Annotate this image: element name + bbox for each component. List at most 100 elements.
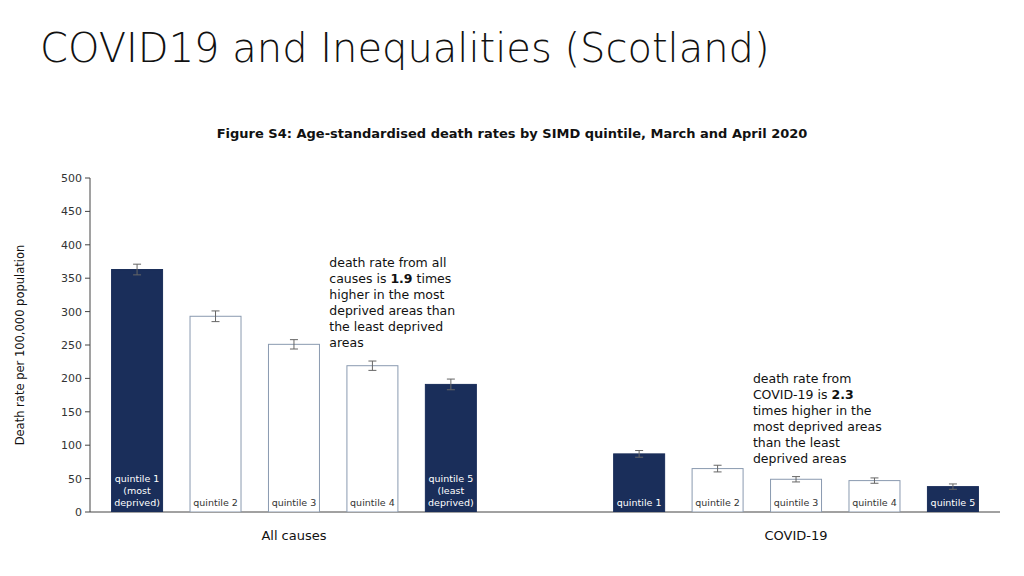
bar (112, 270, 163, 512)
annotation: causes is 1.9 times (329, 271, 451, 286)
annotation: COVID-19 is 2.3 (753, 387, 854, 402)
y-tick-label: 250 (61, 339, 82, 352)
y-axis-label: Death rate per 100,000 population (13, 245, 27, 446)
category-label: quintile 2 (193, 497, 238, 508)
background (0, 0, 1024, 576)
bar (927, 487, 978, 512)
annotation: death rate from all (329, 255, 446, 270)
error-bar (949, 484, 957, 489)
y-tick-label: 100 (61, 439, 82, 452)
y-tick (85, 311, 90, 312)
annotation-part: causes is (329, 271, 390, 286)
annotation-part: deprived areas than (329, 303, 455, 318)
error-bar (792, 477, 800, 482)
y-tick (85, 445, 90, 446)
bar (849, 481, 900, 512)
chart: COVID19 and Inequalities (Scotland) Figur… (0, 0, 1024, 576)
y-tick-label: 300 (61, 306, 82, 319)
error-bar (368, 361, 376, 370)
category-label: quintile 4 (350, 497, 395, 508)
annotation-part: times higher in the (753, 403, 872, 418)
group-label: COVID-19 (765, 528, 828, 543)
y-tick-label: 200 (61, 372, 82, 385)
annotation-part: 2.3 (831, 387, 853, 402)
annotation-part: than the least (753, 435, 840, 450)
y-tick (85, 512, 90, 513)
y-tick-label: 0 (75, 506, 82, 519)
y-tick (85, 244, 90, 245)
y-tick-label: 400 (61, 239, 82, 252)
y-tick (85, 478, 90, 479)
category-label: quintile 5 (931, 497, 976, 508)
annotation-part: death rate from (753, 371, 852, 386)
y-tick-label: 150 (61, 406, 82, 419)
annotation-part: higher in the most (329, 287, 444, 302)
y-tick-label: 450 (61, 205, 82, 218)
annotation: than the least (753, 435, 840, 450)
bar (268, 344, 319, 512)
category-label-line: quintile 3 (272, 497, 317, 508)
category-label-line: quintile 1 (617, 497, 662, 508)
bar (190, 316, 241, 512)
error-bar (714, 465, 722, 472)
category-label-line: quintile 4 (852, 497, 897, 508)
annotation-part: areas (329, 335, 363, 350)
annotation-part: COVID-19 is (753, 387, 832, 402)
error-bar (133, 264, 141, 275)
bar (771, 479, 822, 512)
y-tick (85, 278, 90, 279)
category-label: quintile 2 (695, 497, 740, 508)
category-label-line: deprived) (428, 497, 474, 508)
error-bar (212, 311, 220, 322)
y-tick (85, 411, 90, 412)
category-label: quintile 4 (852, 497, 897, 508)
y-tick-label: 50 (68, 473, 82, 486)
annotation: areas (329, 335, 363, 350)
category-label-line: (most (123, 485, 151, 496)
bar (425, 384, 476, 512)
subtitle: Figure S4: Age-standardised death rates … (217, 126, 808, 141)
category-label-line: quintile 4 (350, 497, 395, 508)
category-label-line: quintile 1 (115, 473, 160, 484)
annotation-part: most deprived areas (753, 419, 882, 434)
y-tick-label: 350 (61, 272, 82, 285)
marks (112, 264, 979, 512)
category-label-line: quintile 2 (193, 497, 238, 508)
error-bar (447, 379, 455, 390)
annotation: death rate from (753, 371, 852, 386)
bar (347, 366, 398, 512)
error-bar (870, 478, 878, 483)
annotation: deprived areas (753, 451, 847, 466)
category-label-line: quintile 3 (774, 497, 819, 508)
category-label-line: quintile 5 (931, 497, 976, 508)
annotation: times higher in the (753, 403, 872, 418)
annotation-part: deprived areas (753, 451, 847, 466)
category-label: quintile 3 (774, 497, 819, 508)
category-label-line: quintile 2 (695, 497, 740, 508)
category-label-line: quintile 5 (429, 473, 474, 484)
y-tick (85, 178, 90, 179)
annotation-part: death rate from all (329, 255, 446, 270)
annotation-part: the least deprived (329, 319, 443, 334)
category-label-line: (least (438, 485, 465, 496)
bar (692, 469, 743, 512)
category-label: quintile 5(leastdeprived) (428, 473, 474, 508)
category-label-line: deprived) (114, 497, 160, 508)
error-bar (635, 451, 643, 458)
annotation: most deprived areas (753, 419, 882, 434)
group-label: All causes (261, 528, 326, 543)
title: COVID19 and Inequalities (Scotland) (40, 25, 770, 71)
labels: quintile 1(mostdeprived)quintile 2quinti… (114, 255, 975, 543)
annotation: higher in the most (329, 287, 444, 302)
y-tick-label: 500 (61, 172, 82, 185)
category-label: quintile 1 (617, 497, 662, 508)
annotation-part: 1.9 (390, 271, 412, 286)
annotation-part: times (413, 271, 452, 286)
category-label: quintile 3 (272, 497, 317, 508)
y-tick (85, 211, 90, 212)
y-tick (85, 378, 90, 379)
bar (614, 454, 665, 512)
y-axis: 0 50 100 150 200 250 300 350 400 450 500 (61, 172, 1000, 519)
error-bar (290, 340, 298, 349)
y-tick (85, 345, 90, 346)
